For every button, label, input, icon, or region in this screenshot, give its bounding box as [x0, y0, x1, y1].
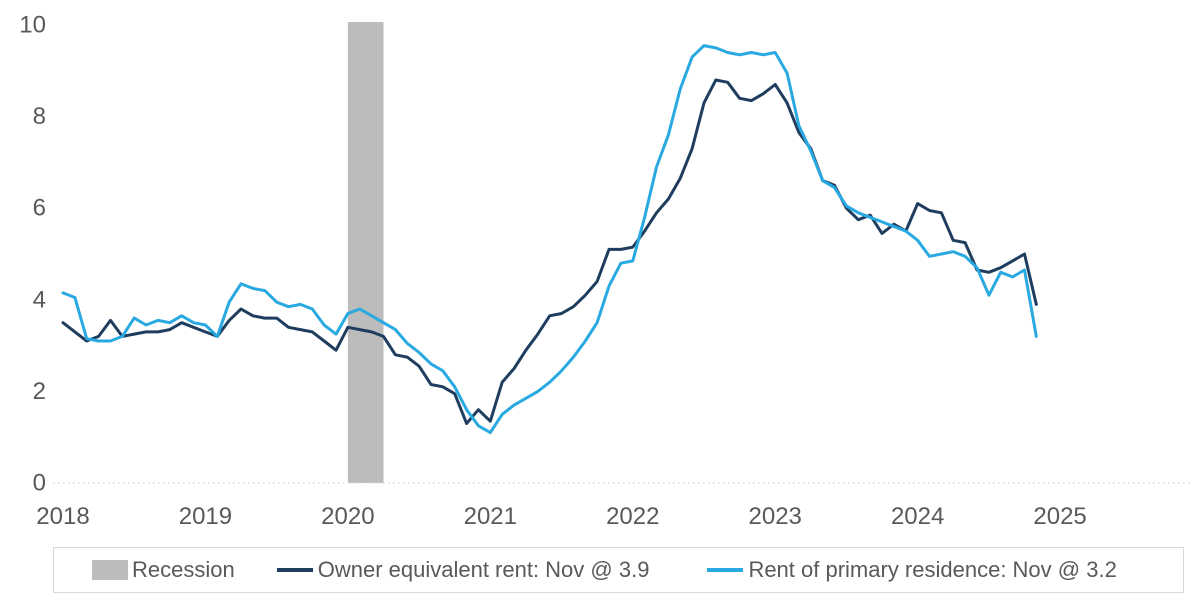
- y-tick-label: 0: [33, 470, 46, 497]
- x-tick-label: 2020: [321, 503, 374, 530]
- legend-label-rent-primary-residence: Rent of primary residence: Nov @ 3.2: [748, 557, 1117, 582]
- series-line-rent-primary-residence: [61, 44, 1038, 435]
- x-tick-label: 2024: [891, 503, 944, 530]
- legend-item-owner-equivalent-rent: Owner equivalent rent: Nov @ 3.9: [276, 557, 650, 582]
- x-tick-label: 2023: [749, 503, 802, 530]
- x-tick-label: 2018: [36, 503, 89, 530]
- y-tick-label: 6: [33, 195, 46, 222]
- chart-plot-area: 0 2 4 6 8 10 2018 2019 2020 2021 2022 2023 2024 2025: [19, 12, 1190, 530]
- rent-primary-residence-line-swatch: [707, 568, 744, 572]
- series-line-owner-equivalent-rent: [61, 78, 1038, 425]
- x-tick-label: 2022: [606, 503, 659, 530]
- recession-band: [347, 22, 384, 483]
- x-tick-label: 2021: [464, 503, 517, 530]
- x-tick-label: 2019: [179, 503, 232, 530]
- y-tick-label: 10: [19, 12, 46, 39]
- legend-item-rent-primary-residence: Rent of primary residence: Nov @ 3.2: [707, 557, 1117, 582]
- y-tick-label: 2: [33, 378, 46, 405]
- y-tick-label: 4: [33, 286, 46, 313]
- legend-item-recession: Recession: [92, 559, 235, 581]
- owner-equivalent-rent-line-swatch: [276, 568, 313, 572]
- legend: Recession Owner equivalent rent: Nov @ 3…: [53, 547, 1184, 593]
- recession-swatch: [92, 560, 128, 580]
- legend-label-recession: Recession: [132, 557, 235, 582]
- x-tick-label: 2025: [1033, 503, 1086, 530]
- y-tick-label: 8: [33, 103, 46, 130]
- legend-label-owner-equivalent-rent: Owner equivalent rent: Nov @ 3.9: [317, 557, 650, 582]
